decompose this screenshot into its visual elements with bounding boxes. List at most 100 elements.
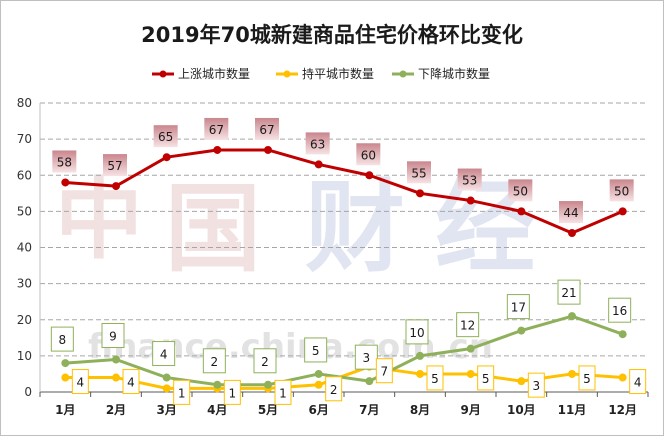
data-label-box	[407, 161, 431, 184]
data-label-box	[578, 365, 596, 391]
data-point	[61, 359, 70, 368]
data-label-box	[457, 168, 482, 191]
data-label: 4	[634, 376, 642, 390]
data-label: 17	[511, 301, 526, 315]
data-point	[162, 153, 171, 162]
data-label: 10	[409, 326, 424, 340]
x-tick-label: 7月	[359, 403, 379, 417]
data-label: 12	[460, 319, 475, 333]
data-label: 2	[261, 355, 269, 369]
data-point	[618, 373, 627, 382]
data-label: 58	[57, 155, 72, 169]
data-point	[618, 330, 627, 339]
legend-marker	[399, 70, 407, 78]
legend: 上涨城市数量 持平城市数量 下降城市数量	[152, 66, 490, 81]
legend-label: 持平城市数量	[302, 66, 374, 81]
data-label-box	[629, 369, 647, 395]
data-label-box	[508, 179, 533, 202]
series-line-1	[65, 148, 624, 235]
series-lines	[61, 145, 627, 393]
y-tick-label: 10	[17, 349, 32, 363]
x-tick-label: 1月	[55, 403, 75, 417]
x-tick-label: 6月	[308, 403, 328, 417]
y-tick-label: 60	[17, 168, 32, 182]
data-label: 4	[160, 348, 168, 362]
data-label-box	[255, 117, 279, 140]
y-tick-label: 80	[17, 96, 32, 110]
data-point	[61, 178, 70, 187]
data-label-box	[50, 326, 74, 352]
data-label: 1	[178, 386, 186, 400]
data-label-box	[223, 379, 241, 405]
grid-lines	[40, 102, 648, 357]
data-point	[112, 182, 120, 191]
x-tick-label: 4月	[207, 403, 227, 417]
data-label: 67	[259, 123, 274, 137]
data-label-box	[204, 117, 229, 140]
data-label-box	[152, 341, 176, 367]
x-tick-label: 10月	[507, 403, 536, 417]
data-label: 5	[431, 372, 439, 386]
data-point	[112, 373, 120, 382]
data-label-box	[557, 279, 581, 305]
data-label: 1	[229, 386, 237, 400]
data-label: 67	[209, 123, 224, 137]
watermark-char: 财	[305, 169, 405, 286]
data-label-box	[356, 143, 381, 166]
series-line-3	[65, 314, 624, 387]
data-point	[416, 369, 424, 378]
data-point	[213, 145, 222, 154]
y-tick-label: 70	[17, 132, 32, 146]
data-label: 50	[614, 184, 629, 198]
data-label-box	[304, 337, 328, 363]
data-point	[466, 196, 475, 205]
y-tick-label: 20	[17, 313, 32, 327]
data-label-box	[103, 154, 127, 177]
data-label-box	[506, 294, 530, 320]
data-label: 4	[127, 376, 135, 390]
x-tick-label: 5月	[258, 403, 278, 417]
data-point	[61, 373, 70, 382]
data-label-box	[173, 379, 191, 405]
data-label: 63	[310, 137, 325, 151]
x-tick-label: 8月	[410, 403, 430, 417]
data-point	[517, 207, 526, 216]
data-label-box	[101, 322, 125, 348]
data-label-box	[354, 344, 378, 370]
data-label-box	[405, 319, 429, 345]
x-tick-label: 9月	[460, 403, 480, 417]
data-point	[365, 377, 374, 386]
data-label: 7	[381, 365, 389, 379]
data-label: 65	[158, 130, 173, 144]
data-point	[416, 189, 424, 198]
data-point	[314, 369, 323, 378]
x-tick-label: 2月	[106, 403, 126, 417]
data-point	[314, 160, 323, 169]
data-label: 60	[361, 148, 376, 162]
data-label-box	[274, 379, 292, 405]
data-label: 2	[211, 355, 219, 369]
data-label-box	[305, 132, 330, 155]
data-label-box	[456, 312, 480, 338]
data-label: 50	[513, 184, 528, 198]
data-label-box	[375, 358, 393, 384]
data-label: 53	[462, 174, 477, 188]
watermark: 中国财经finance.china.com.cn	[55, 168, 535, 367]
data-label-box	[52, 150, 77, 173]
data-point	[517, 377, 526, 386]
y-tick-label: 0	[24, 385, 32, 399]
chart-title: 2019年70城新建商品住宅价格环比变化	[141, 23, 523, 47]
data-label-box	[71, 369, 89, 395]
data-point	[517, 326, 526, 335]
watermark-char: 国	[165, 173, 261, 285]
data-point	[416, 351, 424, 360]
data-point	[466, 369, 475, 378]
data-label-box	[426, 365, 444, 391]
data-label-box	[325, 376, 343, 402]
x-tick-label: 12月	[608, 403, 637, 417]
data-label: 5	[482, 372, 490, 386]
data-label-box	[527, 372, 545, 398]
